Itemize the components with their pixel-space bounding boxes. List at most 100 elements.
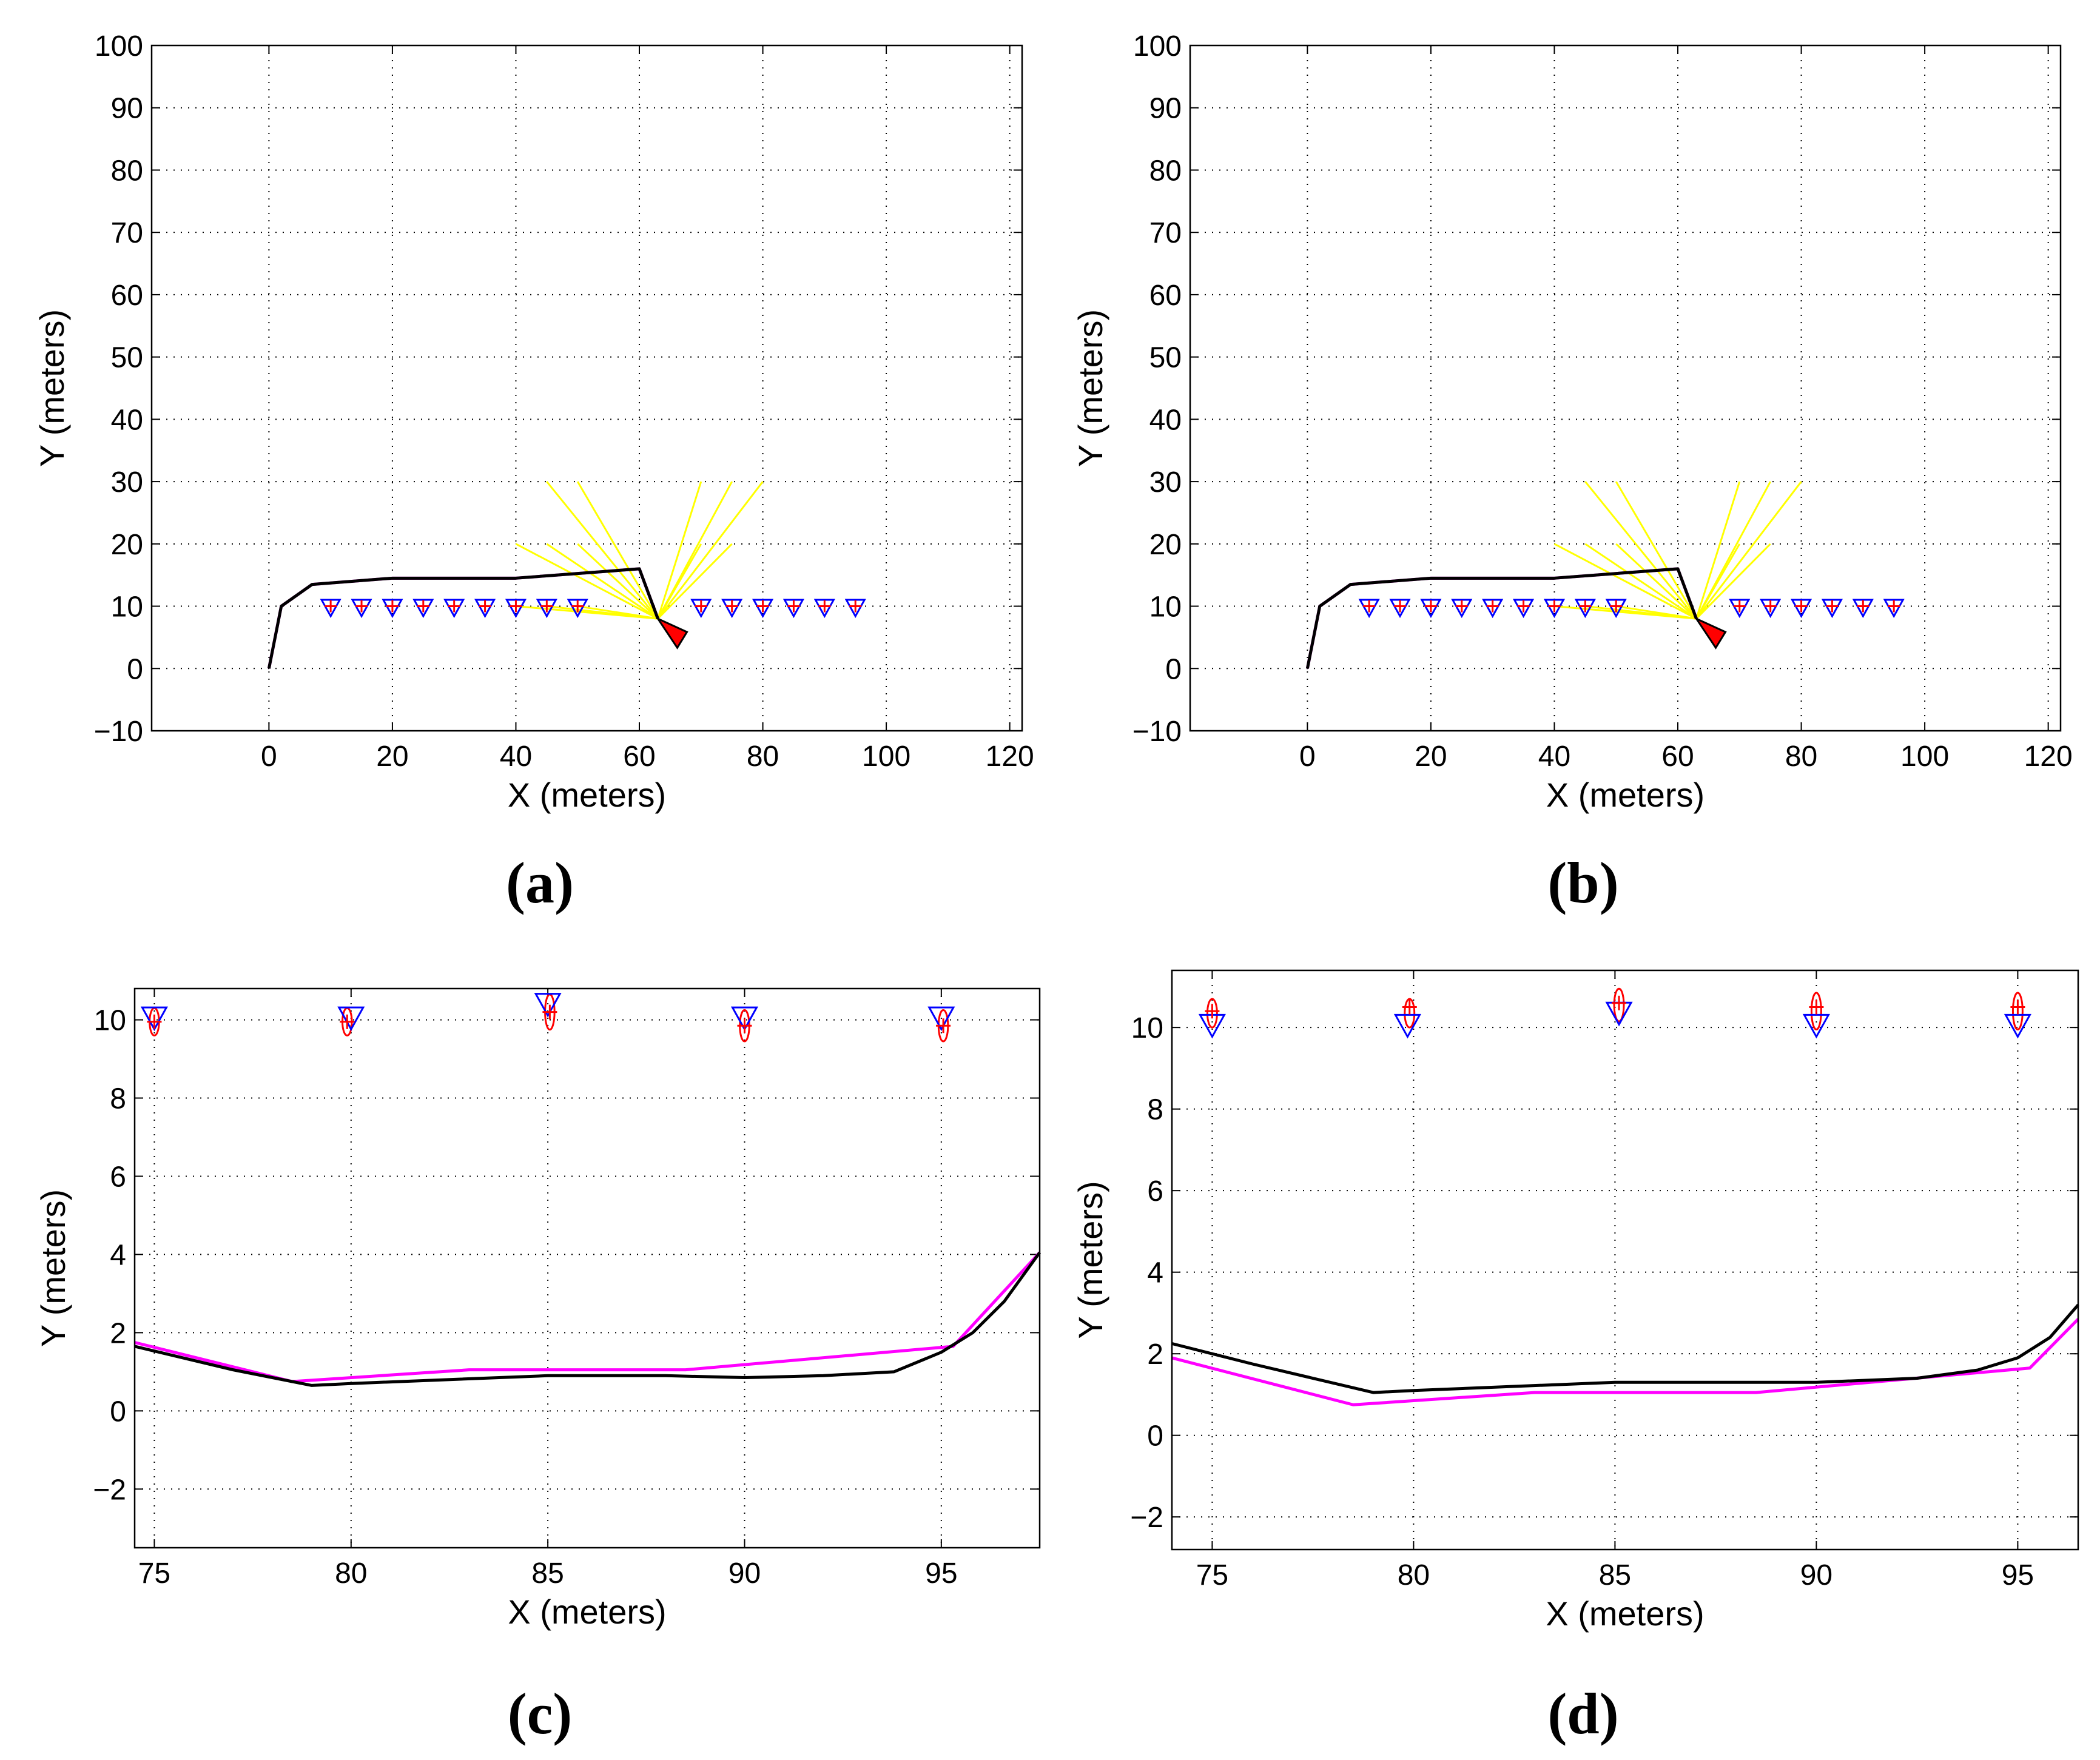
landmark-true-down-triangle-icon [337, 1006, 365, 1032]
plot-area [135, 989, 1040, 1548]
x-tick-label: 90 [729, 1557, 761, 1590]
uncertainty-ellipse [1810, 992, 1822, 1031]
landmark-true-down-triangle-icon [1802, 1013, 1830, 1039]
y-tick-label: 60 [1149, 280, 1182, 312]
estimated-path-line [267, 567, 659, 669]
observation-ray [546, 543, 659, 620]
x-tick-label: 0 [1299, 741, 1316, 773]
y-tick-label: −10 [94, 716, 143, 748]
x-tick-label: 20 [1415, 741, 1447, 773]
x-tick-label: 40 [1538, 741, 1570, 773]
landmark-true-down-triangle-icon [813, 599, 835, 619]
x-tick-label: 20 [376, 741, 408, 773]
landmark-true-down-triangle-icon [1852, 599, 1874, 619]
y-tick-label: 90 [111, 93, 143, 125]
y-tick-label: 0 [127, 653, 143, 685]
observation-ray [1615, 481, 1697, 619]
landmark-true-down-triangle-icon [1451, 599, 1473, 619]
observation-ray [577, 543, 659, 620]
y-tick-label: 2 [1147, 1338, 1163, 1371]
y-tick-label: −2 [1130, 1502, 1163, 1534]
y-tick-label: 100 [1133, 30, 1182, 62]
y-tick-label: 50 [111, 342, 143, 374]
y-tick-label: 6 [1147, 1175, 1163, 1207]
observation-ray [1584, 481, 1697, 620]
landmark-true-down-triangle-icon [1420, 599, 1442, 619]
landmark-true-down-triangle-icon [844, 599, 866, 619]
x-tick-label: 120 [986, 741, 1034, 773]
axes-frame [150, 44, 1023, 732]
landmark-true-down-triangle-icon [721, 599, 743, 619]
x-tick-label: 120 [2024, 741, 2073, 773]
x-tick-label: 100 [862, 741, 910, 773]
axes-frame [133, 987, 1041, 1549]
y-tick-label: 80 [1149, 155, 1182, 187]
landmark-true-down-triangle-icon [351, 599, 372, 619]
y-tick-label: 4 [110, 1239, 126, 1271]
observation-ray [1553, 543, 1697, 620]
landmark-true-down-triangle-icon [320, 599, 342, 619]
observation-ray [1695, 481, 1802, 620]
landmark-true-down-triangle-icon [534, 993, 562, 1018]
observation-ray [515, 543, 659, 620]
observation-ray [577, 605, 658, 620]
x-axis-label: X (meters) [508, 776, 666, 814]
y-tick-label: 0 [1147, 1420, 1163, 1453]
x-tick-label: 100 [1900, 741, 1949, 773]
x-tick-label: 90 [1800, 1559, 1832, 1591]
observation-ray [1695, 481, 1741, 619]
landmark-true-down-triangle-icon [1760, 599, 1782, 619]
observation-ray [546, 481, 659, 620]
caption-c: (c) [507, 1681, 573, 1746]
plot-area [1172, 970, 2078, 1550]
y-tick-label: 100 [95, 30, 143, 62]
y-tick-label: 8 [110, 1083, 126, 1115]
y-tick-label: −2 [93, 1474, 126, 1506]
y-tick-label: 30 [1149, 466, 1182, 499]
x-tick-label: 75 [138, 1557, 170, 1590]
estimated-path-line [134, 1251, 1042, 1387]
x-tick-label: 75 [1196, 1559, 1228, 1591]
chart-d: 75 80 85 90 95 −2 0 2 4 6 8 10 X (meters) Y (meters) [1071, 969, 2079, 1633]
uncertainty-ellipse [2011, 992, 2024, 1031]
observation-ray [657, 481, 702, 619]
y-tick-label: 50 [1149, 342, 1182, 374]
x-tick-label: 80 [747, 741, 779, 773]
y-tick-label: 8 [1147, 1094, 1163, 1126]
caption-b: (b) [1547, 850, 1619, 915]
y-tick-label: 4 [1147, 1257, 1163, 1289]
x-tick-label: 85 [531, 1557, 564, 1590]
caption-a: (a) [506, 850, 574, 915]
landmark-true-down-triangle-icon [1821, 599, 1843, 619]
landmark-true-down-triangle-icon [536, 599, 557, 619]
landmark-true-down-triangle-icon [443, 599, 465, 619]
y-tick-label: 70 [111, 217, 143, 249]
landmark-true-down-triangle-icon [412, 599, 434, 619]
y-tick-label: 10 [1131, 1012, 1163, 1044]
y-tick-label: 40 [1149, 404, 1182, 436]
landmark-true-down-triangle-icon [474, 599, 496, 619]
robot-arrow-triangle-icon [1694, 616, 1727, 650]
x-tick-label: 80 [335, 1557, 367, 1590]
observation-ray [1584, 543, 1697, 620]
observation-ray [1695, 543, 1771, 620]
observation-ray [657, 481, 764, 620]
landmark-true-down-triangle-icon [567, 599, 588, 619]
landmark-true-down-triangle-icon [752, 599, 774, 619]
landmark-true-down-triangle-icon [382, 599, 403, 619]
landmark-true-down-triangle-icon [1543, 599, 1566, 619]
landmark-true-down-triangle-icon [782, 599, 804, 619]
chart-a: 0 20 40 60 80 100 120 −10 0 10 20 30 40 50 60 70 80 90 100… [33, 30, 1034, 814]
y-axis-label: Y (meters) [33, 309, 71, 467]
landmark-true-down-triangle-icon [1729, 599, 1751, 619]
y-tick-label: 60 [111, 280, 143, 312]
observation-ray [657, 543, 702, 619]
landmark-true-down-triangle-icon [1883, 599, 1905, 619]
x-tick-label: 60 [623, 741, 655, 773]
y-tick-label: 40 [111, 404, 143, 436]
x-tick-label: 60 [1661, 741, 1694, 773]
x-tick-label: 0 [261, 741, 277, 773]
y-tick-label: 2 [110, 1317, 126, 1349]
y-tick-label: 10 [111, 591, 143, 623]
landmark-true-down-triangle-icon [690, 599, 712, 619]
